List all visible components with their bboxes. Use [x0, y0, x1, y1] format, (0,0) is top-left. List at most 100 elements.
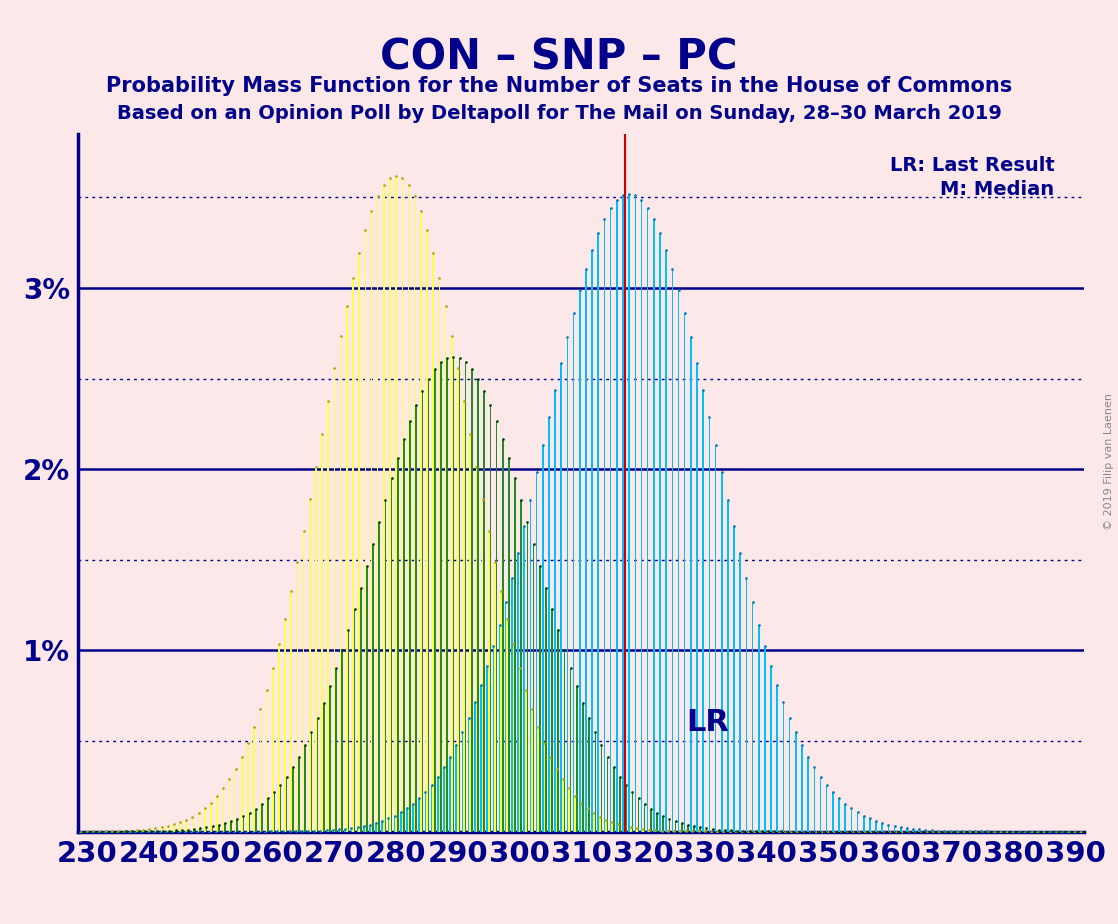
- Bar: [462, 733, 463, 832]
- Bar: [580, 803, 582, 832]
- Bar: [445, 307, 446, 832]
- Bar: [434, 370, 436, 832]
- Bar: [609, 208, 612, 832]
- Bar: [426, 230, 428, 832]
- Bar: [688, 825, 689, 832]
- Bar: [333, 368, 335, 832]
- Bar: [249, 813, 250, 832]
- Bar: [531, 710, 533, 832]
- Bar: [199, 828, 201, 832]
- Bar: [502, 439, 503, 832]
- Bar: [514, 479, 515, 832]
- Bar: [721, 472, 722, 832]
- Bar: [641, 201, 642, 832]
- Bar: [379, 521, 380, 832]
- Bar: [684, 313, 685, 832]
- Bar: [636, 828, 637, 832]
- Text: M: Median: M: Median: [940, 180, 1054, 200]
- Bar: [391, 479, 392, 832]
- Bar: [560, 363, 562, 832]
- Bar: [174, 831, 177, 832]
- Bar: [655, 830, 656, 832]
- Bar: [838, 798, 840, 832]
- Bar: [259, 710, 262, 832]
- Bar: [316, 718, 319, 832]
- Bar: [278, 644, 280, 832]
- Bar: [397, 458, 399, 832]
- Bar: [449, 757, 451, 832]
- Bar: [543, 743, 546, 832]
- Bar: [881, 823, 883, 832]
- Bar: [320, 831, 321, 832]
- Bar: [494, 562, 495, 832]
- Bar: [328, 401, 329, 832]
- Bar: [525, 689, 527, 832]
- Bar: [669, 819, 670, 832]
- Bar: [493, 646, 494, 832]
- Bar: [267, 798, 269, 832]
- Bar: [653, 219, 655, 832]
- Bar: [353, 609, 356, 832]
- Bar: [224, 823, 226, 832]
- Bar: [579, 290, 580, 832]
- Bar: [851, 808, 852, 832]
- Bar: [672, 269, 673, 832]
- Bar: [662, 816, 664, 832]
- Bar: [161, 827, 162, 832]
- Bar: [483, 391, 485, 832]
- Bar: [181, 830, 182, 832]
- Bar: [377, 196, 379, 832]
- Bar: [629, 827, 632, 832]
- Bar: [458, 359, 461, 832]
- Bar: [758, 625, 759, 832]
- Bar: [856, 812, 859, 832]
- Text: LR: Last Result: LR: Last Result: [890, 156, 1054, 175]
- Bar: [193, 829, 195, 832]
- Bar: [538, 727, 539, 832]
- Bar: [372, 543, 373, 832]
- Bar: [724, 830, 726, 832]
- Bar: [628, 194, 629, 832]
- Bar: [191, 817, 193, 832]
- Bar: [533, 543, 534, 832]
- Bar: [481, 685, 482, 832]
- Bar: [463, 401, 465, 832]
- Bar: [650, 808, 652, 832]
- Bar: [179, 822, 181, 832]
- Bar: [406, 808, 408, 832]
- Bar: [789, 718, 790, 832]
- Bar: [428, 379, 429, 832]
- Bar: [527, 521, 528, 832]
- Bar: [396, 176, 397, 832]
- Bar: [548, 417, 550, 832]
- Bar: [727, 500, 729, 832]
- Bar: [863, 816, 864, 832]
- Bar: [624, 826, 625, 832]
- Bar: [795, 733, 797, 832]
- Bar: [906, 828, 908, 832]
- Bar: [612, 822, 613, 832]
- Bar: [764, 646, 766, 832]
- Bar: [536, 472, 538, 832]
- Bar: [567, 337, 568, 832]
- Bar: [501, 591, 502, 832]
- Bar: [344, 829, 345, 832]
- Bar: [530, 500, 531, 832]
- Bar: [604, 219, 605, 832]
- Bar: [550, 757, 551, 832]
- Bar: [697, 363, 698, 832]
- Bar: [241, 757, 243, 832]
- Bar: [900, 827, 901, 832]
- Bar: [597, 233, 599, 832]
- Bar: [369, 824, 371, 832]
- Bar: [625, 784, 627, 832]
- Bar: [937, 831, 939, 832]
- Bar: [173, 824, 174, 832]
- Bar: [394, 816, 396, 832]
- Bar: [486, 666, 487, 832]
- Bar: [490, 405, 491, 832]
- Bar: [400, 812, 401, 832]
- Bar: [274, 792, 275, 832]
- Bar: [832, 792, 834, 832]
- Bar: [576, 687, 578, 832]
